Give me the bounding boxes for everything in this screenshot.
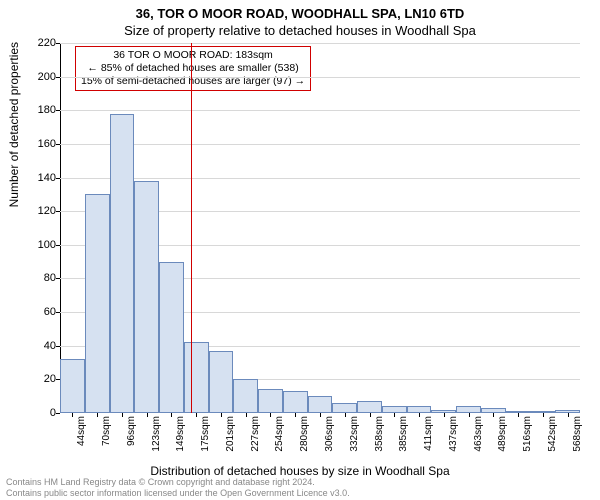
x-axis-label: Distribution of detached houses by size … bbox=[0, 464, 600, 478]
x-tick-label: 437sqm bbox=[448, 416, 459, 452]
annotation-line-2: ← 85% of detached houses are smaller (53… bbox=[81, 62, 305, 75]
histogram-bar bbox=[85, 194, 110, 413]
grid-line bbox=[60, 144, 580, 145]
chart-container: 36, TOR O MOOR ROAD, WOODHALL SPA, LN10 … bbox=[0, 0, 600, 500]
y-tick-mark bbox=[56, 245, 60, 246]
y-tick-label: 20 bbox=[44, 373, 56, 385]
y-tick-label: 80 bbox=[44, 272, 56, 284]
x-tick-label: 489sqm bbox=[497, 416, 508, 452]
histogram-bar bbox=[134, 181, 159, 413]
x-tick-mark bbox=[370, 413, 371, 417]
x-tick-mark bbox=[270, 413, 271, 417]
chart-title-2: Size of property relative to detached ho… bbox=[0, 23, 600, 38]
histogram-bar bbox=[184, 342, 209, 413]
annotation-box: 36 TOR O MOOR ROAD: 183sqm ← 85% of deta… bbox=[75, 46, 311, 91]
x-tick-mark bbox=[97, 413, 98, 417]
x-tick-label: 44sqm bbox=[76, 416, 87, 446]
y-tick-label: 160 bbox=[38, 138, 56, 150]
x-tick-mark bbox=[221, 413, 222, 417]
x-tick-label: 516sqm bbox=[522, 416, 533, 452]
histogram-bar bbox=[209, 351, 234, 413]
y-axis-label: Number of detached properties bbox=[7, 42, 21, 207]
chart-title-1: 36, TOR O MOOR ROAD, WOODHALL SPA, LN10 … bbox=[0, 6, 600, 21]
grid-line bbox=[60, 77, 580, 78]
x-tick-mark bbox=[543, 413, 544, 417]
y-tick-mark bbox=[56, 278, 60, 279]
y-tick-label: 200 bbox=[38, 71, 56, 83]
footer-line-1: Contains HM Land Registry data © Crown c… bbox=[6, 477, 350, 487]
x-tick-mark bbox=[147, 413, 148, 417]
x-tick-mark bbox=[568, 413, 569, 417]
y-tick-mark bbox=[56, 144, 60, 145]
y-tick-mark bbox=[56, 312, 60, 313]
x-tick-mark bbox=[171, 413, 172, 417]
histogram-bar bbox=[283, 391, 308, 413]
y-tick-mark bbox=[56, 43, 60, 44]
x-tick-mark bbox=[419, 413, 420, 417]
x-tick-mark bbox=[493, 413, 494, 417]
x-tick-label: 227sqm bbox=[250, 416, 261, 452]
x-tick-label: 123sqm bbox=[151, 416, 162, 452]
x-tick-mark bbox=[518, 413, 519, 417]
x-tick-label: 542sqm bbox=[547, 416, 558, 452]
y-tick-label: 220 bbox=[38, 37, 56, 49]
x-tick-label: 254sqm bbox=[274, 416, 285, 452]
x-tick-label: 149sqm bbox=[175, 416, 186, 452]
x-tick-label: 411sqm bbox=[423, 416, 434, 451]
grid-line bbox=[60, 43, 580, 44]
x-tick-label: 358sqm bbox=[374, 416, 385, 452]
histogram-bar bbox=[456, 406, 481, 413]
histogram-bar bbox=[159, 262, 184, 413]
x-tick-mark bbox=[394, 413, 395, 417]
y-tick-label: 40 bbox=[44, 340, 56, 352]
histogram-bar bbox=[308, 396, 333, 413]
x-tick-mark bbox=[295, 413, 296, 417]
x-tick-label: 568sqm bbox=[572, 416, 583, 452]
y-tick-label: 60 bbox=[44, 306, 56, 318]
y-tick-label: 140 bbox=[38, 172, 56, 184]
x-tick-mark bbox=[345, 413, 346, 417]
histogram-bar bbox=[382, 406, 407, 413]
x-tick-mark bbox=[444, 413, 445, 417]
plot-area: 36 TOR O MOOR ROAD: 183sqm ← 85% of deta… bbox=[60, 43, 580, 413]
histogram-bar bbox=[357, 401, 382, 413]
x-tick-mark bbox=[469, 413, 470, 417]
x-tick-mark bbox=[246, 413, 247, 417]
y-tick-mark bbox=[56, 346, 60, 347]
x-tick-label: 280sqm bbox=[299, 416, 310, 452]
y-tick-label: 100 bbox=[38, 239, 56, 251]
x-tick-label: 96sqm bbox=[126, 416, 137, 446]
grid-line bbox=[60, 110, 580, 111]
y-axis bbox=[60, 43, 61, 413]
x-tick-label: 332sqm bbox=[349, 416, 360, 452]
x-tick-label: 385sqm bbox=[398, 416, 409, 452]
y-tick-mark bbox=[56, 178, 60, 179]
x-tick-mark bbox=[320, 413, 321, 417]
grid-line bbox=[60, 178, 580, 179]
x-tick-label: 175sqm bbox=[200, 416, 211, 452]
y-tick-mark bbox=[56, 110, 60, 111]
x-tick-mark bbox=[122, 413, 123, 417]
annotation-line-1: 36 TOR O MOOR ROAD: 183sqm bbox=[81, 49, 305, 62]
reference-line bbox=[191, 43, 192, 413]
x-tick-mark bbox=[196, 413, 197, 417]
x-tick-label: 463sqm bbox=[473, 416, 484, 452]
footer-line-2: Contains public sector information licen… bbox=[6, 488, 350, 498]
x-tick-label: 306sqm bbox=[324, 416, 335, 452]
y-tick-mark bbox=[56, 77, 60, 78]
y-tick-mark bbox=[56, 211, 60, 212]
footer-attribution: Contains HM Land Registry data © Crown c… bbox=[6, 477, 350, 498]
y-tick-mark bbox=[56, 413, 60, 414]
histogram-bar bbox=[258, 389, 283, 413]
histogram-bar bbox=[110, 114, 135, 413]
histogram-bar bbox=[233, 379, 258, 413]
y-tick-label: 120 bbox=[38, 205, 56, 217]
x-tick-label: 201sqm bbox=[225, 416, 236, 452]
histogram-bar bbox=[332, 403, 357, 413]
x-tick-mark bbox=[72, 413, 73, 417]
histogram-bar bbox=[407, 406, 432, 413]
x-tick-label: 70sqm bbox=[101, 416, 112, 446]
histogram-bar bbox=[60, 359, 85, 413]
y-tick-label: 180 bbox=[38, 104, 56, 116]
